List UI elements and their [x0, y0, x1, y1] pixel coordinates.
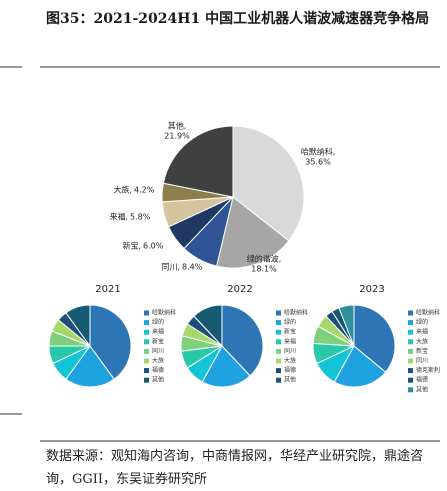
- legend-swatch: [276, 348, 281, 354]
- legend-swatch: [408, 320, 413, 326]
- legend-swatch: [408, 329, 413, 335]
- legend-swatch: [144, 320, 149, 326]
- legend-swatch: [408, 348, 413, 354]
- legend-label: 福德: [284, 366, 296, 374]
- legend-swatch: [408, 377, 413, 383]
- legend-label: 福德: [416, 376, 428, 384]
- slice-value-label: 4.2%: [134, 186, 155, 195]
- legend-swatch: [276, 377, 281, 383]
- legend-label: 绿的: [284, 318, 296, 326]
- legend-label: 德克斯利: [416, 366, 440, 374]
- legend-swatch: [408, 358, 413, 364]
- legend-swatch: [276, 368, 281, 374]
- legend-label: 来福: [416, 328, 428, 336]
- pie-slice: [193, 304, 223, 348]
- slice-label: 绿的谐波,: [247, 254, 282, 264]
- pie-slice: [333, 345, 387, 388]
- slice-label: 哈默纳科,: [301, 147, 336, 157]
- pie-slice: [221, 304, 264, 377]
- legend-label: 哈默纳科: [416, 309, 440, 317]
- legend-swatch: [144, 348, 149, 354]
- pie-slice: [162, 125, 234, 198]
- chart-title: 2023: [359, 284, 384, 295]
- legend-label: 同川: [152, 348, 164, 355]
- slice-label: 大族,: [113, 185, 132, 195]
- legend-swatch: [144, 358, 149, 364]
- slice-value-label: 5.8%: [130, 213, 151, 222]
- pie-slice: [232, 125, 305, 242]
- slice-label: 同川,: [161, 263, 180, 272]
- legend-swatch: [276, 310, 281, 316]
- legend-swatch: [144, 329, 149, 335]
- legend-label: 其他: [284, 376, 296, 384]
- slice-value-label: 6.0%: [143, 242, 164, 251]
- legend-label: 新宝: [416, 347, 428, 355]
- legend-swatch: [276, 358, 281, 364]
- slice-value-label: 18.1%: [251, 265, 277, 274]
- chart-title: 2022: [227, 284, 252, 295]
- legend-label: 同川: [416, 358, 428, 365]
- pie-slice: [65, 304, 91, 348]
- legend-swatch: [144, 368, 149, 374]
- legend-label: 同川: [284, 348, 296, 355]
- legend-swatch: [276, 339, 281, 345]
- legend-label: 新宝: [284, 328, 296, 336]
- slice-value-label: 8.4%: [182, 263, 203, 272]
- slice-value-label: 35.6%: [305, 158, 331, 167]
- legend-label: 大族: [416, 337, 428, 345]
- pie-slice: [65, 345, 115, 388]
- legend-label: 其他: [416, 385, 428, 393]
- legend-swatch: [144, 310, 149, 316]
- figure-title: 图35：2021-2024H1 中国工业机器人谐波减速器竞争格局: [46, 11, 430, 27]
- source-note: 数据来源：观知海内咨询，中商情报网，华经产业研究院，鼎途咨询，GGII，东吴证券…: [46, 449, 424, 487]
- legend-label: 来福: [284, 337, 296, 345]
- slice-label: 其他,: [168, 121, 187, 131]
- legend-swatch: [408, 339, 413, 345]
- legend-swatch: [144, 377, 149, 383]
- legend-swatch: [408, 387, 413, 393]
- legend-label: 大族: [152, 357, 164, 365]
- pie-slice: [338, 304, 355, 347]
- legend-label: 其他: [152, 376, 164, 384]
- legend-swatch: [144, 339, 149, 345]
- pie-slice: [216, 196, 290, 269]
- legend-swatch: [408, 368, 413, 374]
- legend-label: 绿的: [152, 318, 164, 326]
- legend-label: 绿的: [416, 318, 428, 326]
- legend-swatch: [276, 329, 281, 335]
- slice-label: 新宝,: [122, 241, 141, 251]
- legend-label: 福德: [152, 366, 164, 374]
- legend-label: 来福: [152, 328, 164, 336]
- legend-label: 哈默纳科: [152, 309, 176, 317]
- legend-swatch: [276, 320, 281, 326]
- pie-slice: [89, 304, 132, 380]
- chart-title: 2021: [95, 284, 120, 295]
- legend-label: 哈默纳科: [284, 309, 308, 317]
- pie-slice: [201, 345, 251, 388]
- legend-label: 新宝: [152, 337, 164, 345]
- slice-label: 来福,: [109, 213, 128, 222]
- pie-slice: [353, 304, 396, 373]
- legend-swatch: [408, 310, 413, 316]
- legend-label: 大族: [284, 357, 296, 365]
- slice-value-label: 21.9%: [164, 132, 190, 141]
